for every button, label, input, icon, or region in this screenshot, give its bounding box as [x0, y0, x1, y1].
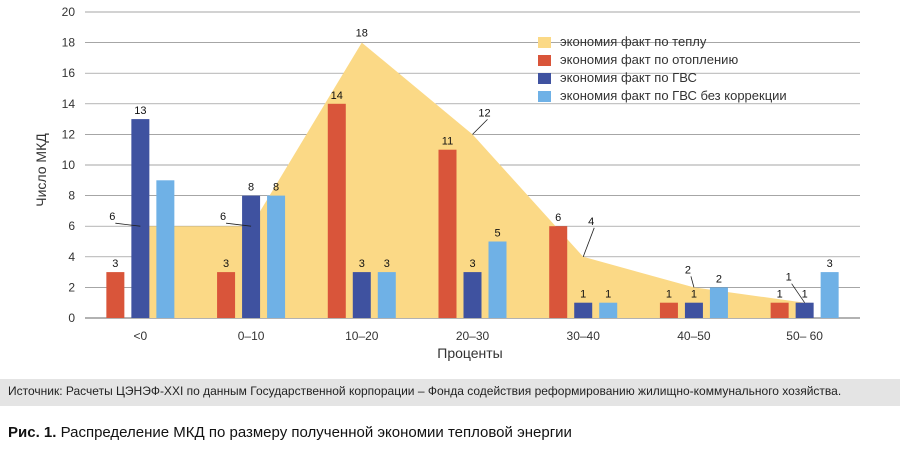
bar-data-label: 1	[580, 289, 586, 301]
x-tick-label: 20–30	[456, 329, 490, 343]
area-series	[134, 42, 811, 318]
area-data-label: 2	[685, 264, 691, 276]
legend-swatch	[538, 73, 551, 84]
bar	[659, 302, 678, 318]
area-data-label: 4	[588, 216, 594, 228]
legend-label: экономия факт по ГВС без коррекции	[560, 88, 787, 103]
bar	[795, 302, 814, 318]
bar-data-label: 2	[716, 273, 722, 285]
x-tick-label: 50– 60	[786, 329, 823, 343]
bar-data-label: 13	[134, 105, 146, 117]
bar-data-label: 1	[605, 289, 611, 301]
area-data-label: 6	[109, 211, 115, 223]
y-tick-label: 10	[62, 158, 76, 172]
legend-label: экономия факт по ГВС	[560, 70, 697, 85]
bar	[599, 302, 618, 318]
bar	[131, 119, 150, 318]
y-tick-label: 20	[62, 5, 76, 19]
bar-series	[106, 103, 839, 318]
leader-line	[226, 222, 252, 227]
bar	[156, 180, 175, 318]
x-axis: <0 0–10 10–20 20–30 30–40 40–50 50– 60	[134, 329, 824, 343]
area-data-label: 6	[220, 211, 226, 223]
x-tick-label: 30–40	[567, 329, 601, 343]
bar	[267, 195, 286, 318]
bar-data-label: 3	[359, 258, 365, 270]
bar-data-label: 11	[442, 136, 453, 148]
bar	[488, 241, 507, 318]
bar	[770, 302, 789, 318]
area-data-label: 12	[478, 107, 490, 119]
bar-data-label: 1	[802, 289, 808, 301]
bar	[438, 149, 457, 318]
bar	[463, 272, 482, 318]
legend-swatch	[538, 37, 551, 48]
bar-data-label: 3	[469, 258, 475, 270]
bar	[352, 272, 371, 318]
bar	[549, 226, 568, 318]
y-axis: 0 2 4 6 8 10 12 14 16 18 20	[62, 5, 76, 325]
bar-data-label: 5	[494, 228, 500, 240]
bar-data-label: 6	[555, 212, 561, 224]
y-tick-label: 2	[68, 280, 75, 294]
legend-swatch	[538, 91, 551, 102]
x-tick-label: 0–10	[238, 329, 265, 343]
y-tick-label: 16	[62, 66, 76, 80]
y-tick-label: 8	[68, 189, 75, 203]
x-tick-label: 40–50	[677, 329, 711, 343]
bar-data-label: 1	[777, 289, 783, 301]
y-tick-label: 14	[62, 97, 76, 111]
leader-line	[690, 276, 695, 288]
y-axis-label: Число МКД	[33, 133, 49, 207]
bar-data-label: 1	[691, 289, 697, 301]
legend-swatch	[538, 55, 551, 66]
leader-line	[582, 227, 595, 257]
bar-data-label: 3	[827, 258, 833, 270]
bar	[684, 302, 703, 318]
chart: <0 0–10 10–20 20–30 30–40 40–50 50– 60 0246810…	[33, 5, 860, 361]
bar	[574, 302, 593, 318]
legend-label: экономия факт по теплу	[560, 34, 707, 49]
y-tick-label: 6	[68, 219, 75, 233]
bar	[377, 272, 396, 318]
leader-line	[791, 283, 805, 303]
bar-data-label: 1	[666, 289, 672, 301]
bar	[709, 287, 728, 318]
source-note: Источник: Расчеты ЦЭНЭФ-XXI по данным Го…	[0, 379, 900, 406]
leader-line	[115, 222, 141, 227]
y-tick-label: 0	[68, 311, 75, 325]
bar	[327, 103, 346, 318]
x-tick-label: <0	[134, 329, 148, 343]
bar	[217, 272, 236, 318]
figure-caption: Рис. 1. Распределение МКД по размеру пол…	[8, 424, 572, 441]
area-data-label: 18	[356, 28, 368, 40]
bar-data-label: 14	[331, 90, 343, 102]
bar-data-label: 8	[273, 182, 279, 194]
bar-data-label: 3	[384, 258, 390, 270]
bar	[106, 272, 125, 318]
area-fill	[134, 42, 811, 318]
caption-text: Распределение МКД по размеру полученной …	[60, 424, 572, 441]
bar	[242, 195, 261, 318]
y-tick-label: 4	[68, 250, 75, 264]
bar-data-label: 8	[248, 182, 254, 194]
y-tick-label: 18	[62, 36, 76, 50]
x-axis-label: Проценты	[437, 345, 503, 361]
bar-data-label: 3	[223, 258, 229, 270]
caption-prefix: Рис. 1.	[8, 424, 57, 441]
bar-data-label: 3	[112, 258, 118, 270]
leader-line	[472, 119, 488, 135]
area-data-label: 1	[786, 272, 792, 284]
x-tick-label: 10–20	[345, 329, 379, 343]
legend: экономия факт по теплу экономия факт по о…	[538, 34, 787, 103]
legend-label: экономия факт по отоплению	[560, 52, 738, 67]
bar	[820, 272, 839, 318]
y-tick-label: 12	[62, 127, 76, 141]
